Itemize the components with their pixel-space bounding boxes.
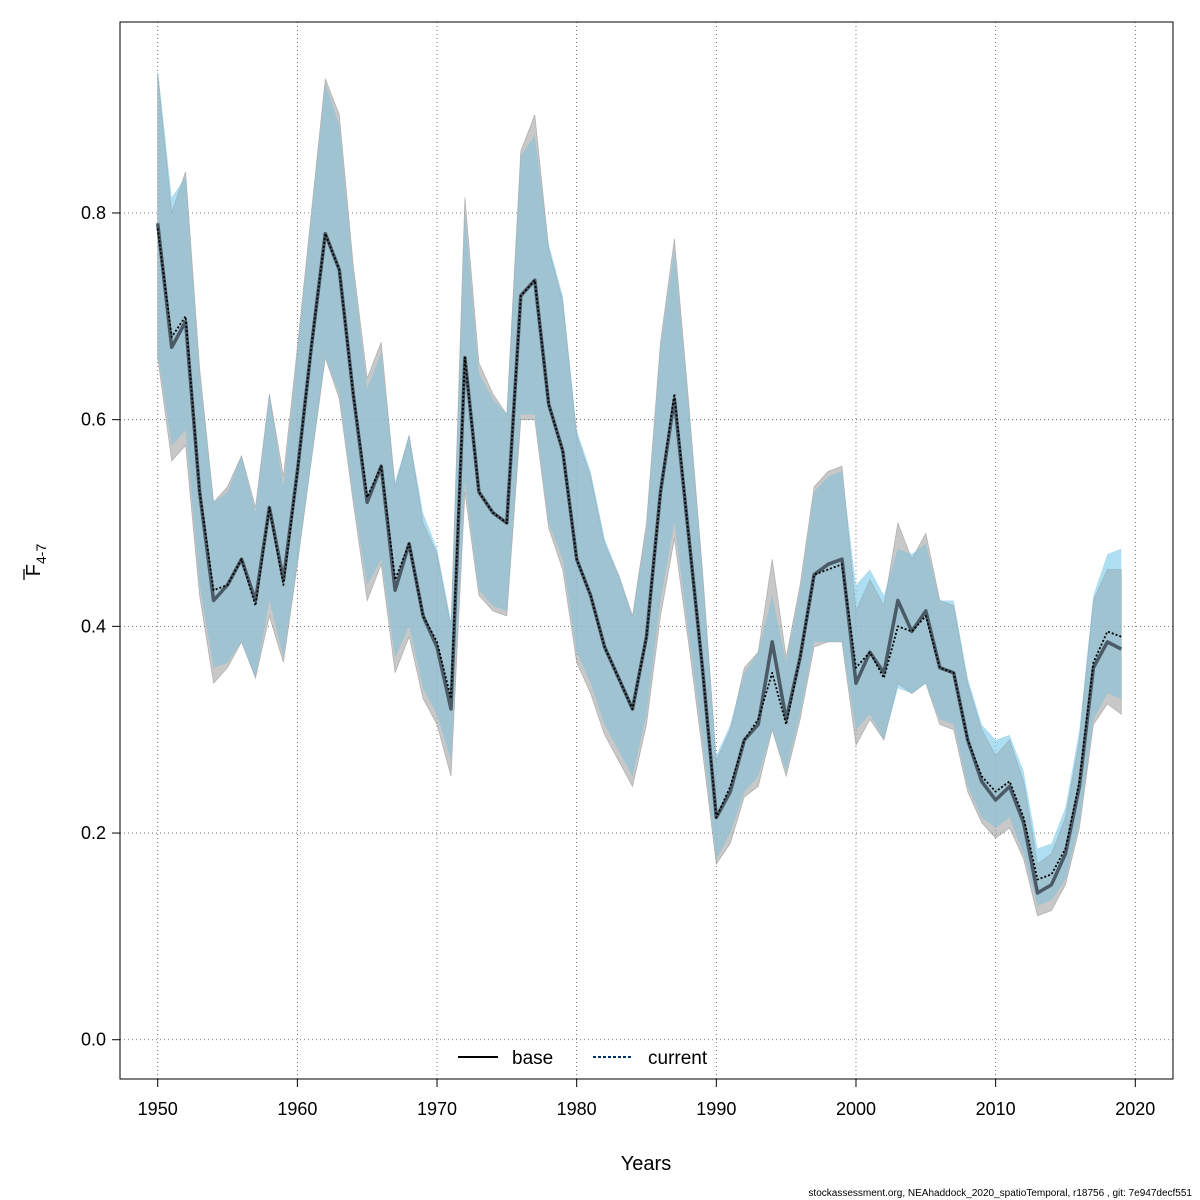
- legend-base-label: base: [512, 1048, 553, 1069]
- y-tick-label-0.4: 0.4: [81, 616, 106, 636]
- legend: base current: [458, 1048, 708, 1069]
- y-tick-label-0.0: 0.0: [81, 1030, 106, 1050]
- y-axis-title-subscript: 4-7: [33, 544, 49, 564]
- x-tick-label-1980: 1980: [557, 1099, 597, 1119]
- x-axis: 1950 1960 1970 1980 1990 2000 2010 2020: [138, 1078, 1155, 1119]
- y-tick-label-0.2: 0.2: [81, 823, 106, 843]
- x-tick-label-2020: 2020: [1115, 1099, 1155, 1119]
- x-tick-label-2000: 2000: [836, 1099, 876, 1119]
- y-axis-title: F4-7: [23, 544, 49, 580]
- x-tick-label-1990: 1990: [696, 1099, 736, 1119]
- x-axis-title: Years: [621, 1153, 671, 1175]
- y-axis-title-main: F: [23, 564, 45, 576]
- series-line-current: [156, 228, 1122, 881]
- y-axis: 0.0 0.2 0.4 0.6 0.8: [81, 203, 121, 1050]
- legend-current-label: current: [648, 1048, 708, 1069]
- x-tick-label-2010: 2010: [976, 1099, 1016, 1119]
- x-tick-label-1970: 1970: [417, 1099, 457, 1119]
- series-lines: [155, 223, 1123, 895]
- x-tick-label-1950: 1950: [138, 1099, 178, 1119]
- y-tick-label-0.8: 0.8: [81, 203, 106, 223]
- footer-caption: stockassessment.org, NEAhaddock_2020_spa…: [808, 1188, 1192, 1199]
- x-tick-label-1960: 1960: [277, 1099, 317, 1119]
- y-tick-label-0.6: 0.6: [81, 410, 106, 430]
- confidence-bands: [157, 68, 1122, 917]
- band-base: [157, 73, 1122, 917]
- band-current-overlay: [157, 68, 1122, 906]
- svg-text:F4-7: F4-7: [23, 544, 49, 577]
